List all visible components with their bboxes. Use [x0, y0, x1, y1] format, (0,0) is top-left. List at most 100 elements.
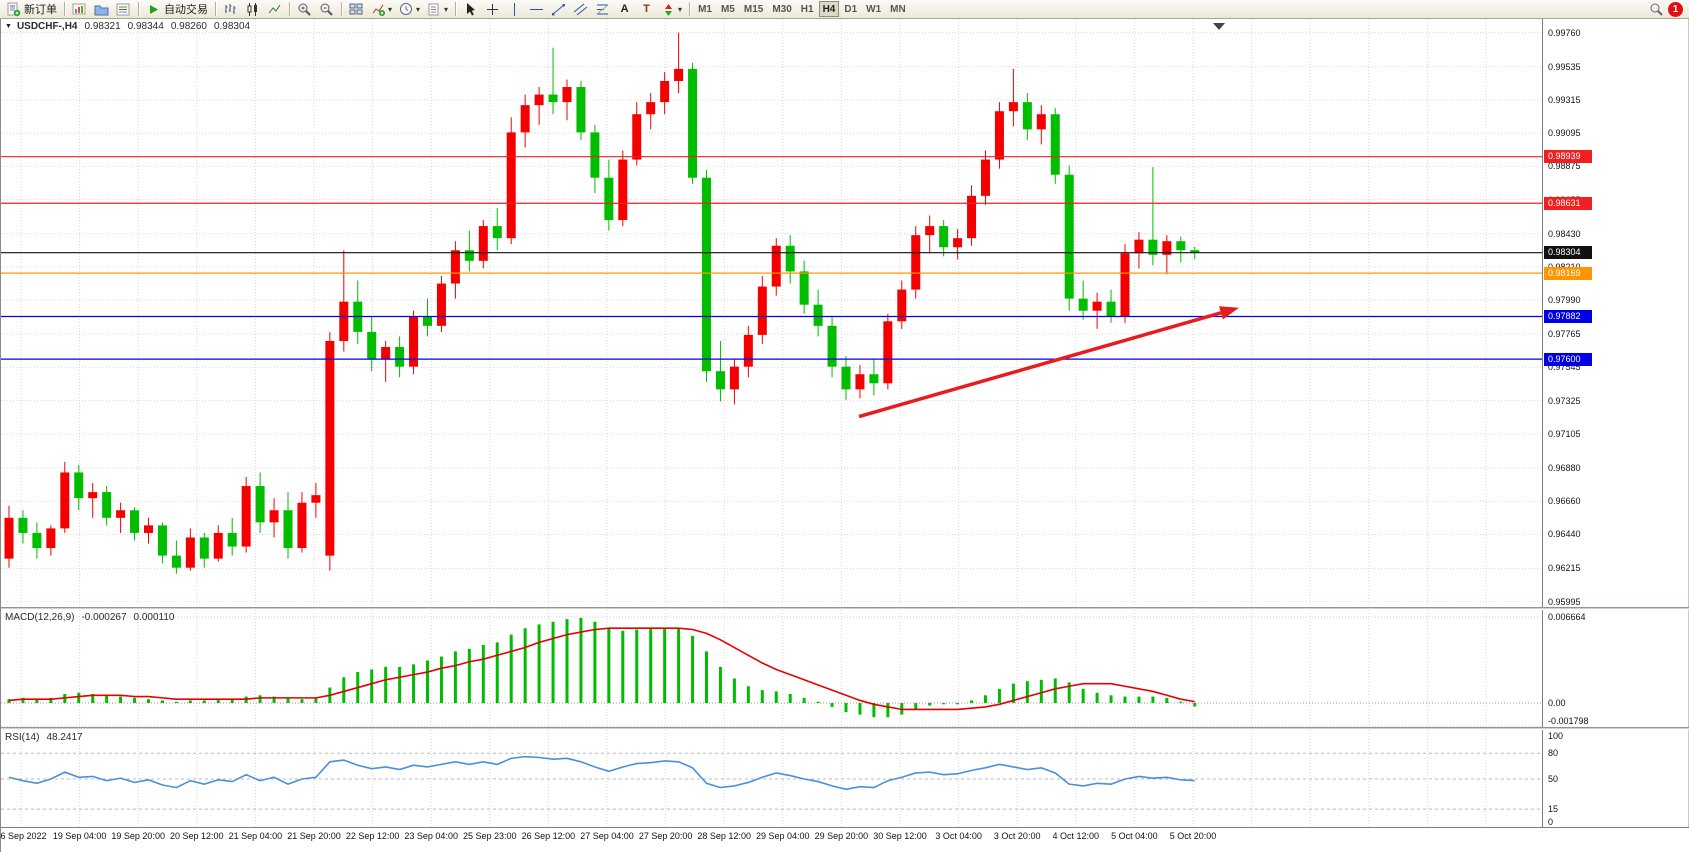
axis-tick-label: 0: [1548, 817, 1554, 827]
time-tick-label: 30 Sep 12:00: [873, 831, 927, 841]
axis-tick-label: 50: [1548, 774, 1559, 784]
ohlc-open: 0.98321: [84, 21, 121, 32]
zoom-in-icon: [297, 2, 312, 17]
crosshair-button[interactable]: [482, 1, 503, 18]
main-chart-canvas[interactable]: [1, 19, 1544, 607]
price-tag: 0.98939: [1544, 150, 1592, 164]
time-tick-label: 21 Sep 04:00: [228, 831, 283, 841]
fibonacci-icon: [595, 2, 610, 17]
horizontal-line-button[interactable]: [526, 1, 547, 18]
time-tick-label: 5 Oct 20:00: [1169, 831, 1217, 841]
periods-clock-icon: [399, 2, 414, 17]
new-chart-icon: [72, 2, 87, 17]
macd-value-signal: 0.000110: [133, 612, 175, 623]
time-tick-label: 27 Sep 04:00: [580, 831, 634, 841]
price-tag: 0.97600: [1544, 352, 1592, 366]
macd-label: MACD(12,26,9): [5, 612, 75, 623]
pane-splitter[interactable]: [1, 607, 1689, 610]
market-watch-button[interactable]: [113, 1, 134, 18]
time-tick-label: 16 Sep 2022: [0, 831, 47, 841]
time-tick-label: 19 Sep 04:00: [52, 831, 107, 841]
timeframe-button-m15[interactable]: M15: [740, 1, 767, 17]
profiles-icon: [94, 2, 109, 17]
axis-tick-label: 0.00: [1548, 698, 1566, 709]
macd-header: MACD(12,26,9) -0.000267 0.000110: [5, 612, 174, 623]
profiles-button[interactable]: [91, 1, 112, 18]
time-tick-label: 20 Sep 12:00: [170, 831, 224, 841]
chevron-down-icon: ▾: [388, 4, 393, 14]
indicators-button[interactable]: ▾: [368, 1, 395, 18]
rsi-pane[interactable]: RSI(14) 48.2417: [1, 730, 1544, 827]
price-tag: 0.98631: [1544, 196, 1592, 210]
chevron-down-icon: ▾: [678, 4, 683, 14]
line-chart-icon: [267, 2, 282, 17]
toolbar-separator: [138, 2, 139, 16]
toolbar-separator: [341, 2, 342, 16]
market-watch-icon: [116, 2, 131, 17]
timeframe-button-m1[interactable]: M1: [694, 1, 716, 17]
toolbar-separator: [64, 2, 65, 16]
time-tick-label: 5 Oct 04:00: [1111, 831, 1158, 841]
price-axis[interactable]: 0.99760 0.99535 0.99315 0.99095 0.98875 0.986…: [1542, 19, 1688, 827]
pane-splitter[interactable]: [1, 727, 1689, 730]
fibonacci-button[interactable]: [592, 1, 613, 18]
new-chart-button[interactable]: [69, 1, 90, 18]
text-label-icon: T: [643, 2, 650, 15]
notifications-badge[interactable]: 1: [1668, 1, 1683, 17]
autotrading-button[interactable]: 自动交易: [143, 1, 211, 18]
main-chart-pane[interactable]: ▼ USDCHF-,H4 0.98321 0.98344 0.98260 0.9…: [1, 19, 1544, 607]
zoom-out-button[interactable]: [316, 1, 337, 18]
text-button[interactable]: A: [614, 1, 635, 18]
axis-tick-label: -0.001798: [1548, 716, 1589, 726]
time-tick-label: 29 Sep 04:00: [756, 831, 810, 841]
time-tick-label: 23 Sep 04:00: [404, 831, 458, 841]
timeframe-button-d1[interactable]: D1: [840, 1, 861, 17]
axis-tick-label: 0.99315: [1548, 94, 1581, 105]
ohlc-low: 0.98260: [170, 21, 207, 32]
new-order-button[interactable]: 新订单: [3, 1, 60, 18]
timeframe-button-h4[interactable]: H4: [818, 1, 840, 17]
chart-bars-button[interactable]: [220, 1, 241, 18]
cursor-button[interactable]: [460, 1, 481, 18]
time-tick-label: 3 Oct 20:00: [993, 831, 1041, 841]
rsi-canvas[interactable]: [1, 730, 1544, 827]
candlestick-icon: [245, 2, 260, 17]
templates-button[interactable]: ▾: [424, 1, 451, 18]
timeframe-button-h1[interactable]: H1: [797, 1, 818, 17]
search-button[interactable]: [1646, 1, 1667, 18]
chart-region: ▼ USDCHF-,H4 0.98321 0.98344 0.98260 0.9…: [0, 19, 1689, 852]
timeframe-button-m30[interactable]: M30: [768, 1, 795, 17]
horizontal-line-icon: [529, 2, 544, 17]
trendline-button[interactable]: [548, 1, 569, 18]
time-axis[interactable]: 16 Sep 2022 19 Sep 04:00 19 Sep 20:00 20 Se…: [0, 827, 1689, 852]
chart-shift-marker-icon: [1213, 23, 1225, 30]
axis-tick-label: 0.97990: [1548, 295, 1581, 306]
chart-menu-triangle-icon: ▼: [5, 23, 12, 30]
tile-windows-button[interactable]: [346, 1, 367, 18]
chart-candles-button[interactable]: [242, 1, 263, 18]
time-tick-label: 22 Sep 12:00: [345, 831, 400, 841]
time-tick-label: 27 Sep 20:00: [638, 831, 693, 841]
macd-canvas[interactable]: [1, 610, 1544, 727]
zoom-in-button[interactable]: [294, 1, 315, 18]
axis-tick-label: 0.97545: [1548, 362, 1581, 373]
timeframe-button-w1[interactable]: W1: [862, 1, 885, 17]
timeframe-toolbar: M1 M5 M15 M30 H1 H4 D1 W1 MN: [694, 1, 910, 17]
text-label-button[interactable]: T: [636, 1, 657, 18]
macd-pane[interactable]: MACD(12,26,9) -0.000267 0.000110: [1, 610, 1544, 727]
arrows-button[interactable]: ▾: [658, 1, 685, 18]
timeframe-button-mn[interactable]: MN: [886, 1, 910, 17]
chart-line-button[interactable]: [264, 1, 285, 18]
vertical-line-button[interactable]: [504, 1, 525, 18]
autotrading-icon: [146, 2, 161, 17]
timeframe-button-m5[interactable]: M5: [717, 1, 739, 17]
bar-chart-icon: [223, 2, 238, 17]
price-tag: 0.98169: [1544, 266, 1592, 280]
time-tick-label: 26 Sep 12:00: [521, 831, 576, 841]
vertical-line-icon: [507, 2, 522, 17]
axis-tick-label: 15: [1548, 804, 1559, 815]
price-tag: 0.97882: [1544, 309, 1592, 323]
periods-button[interactable]: ▾: [396, 1, 423, 18]
channel-button[interactable]: [570, 1, 591, 18]
axis-tick-label: 0.98430: [1548, 228, 1581, 239]
